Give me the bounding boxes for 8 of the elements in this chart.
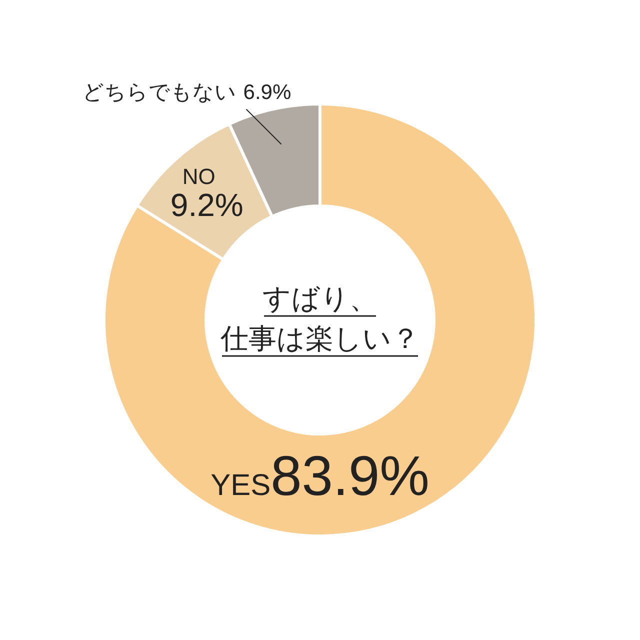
text: 仕事は楽しい？ [220,323,420,354]
slice-label: NO [182,164,216,190]
data-label: 9.2% [170,187,244,224]
slice-label: どちらでもない [82,81,236,104]
slice-label: YES [210,469,271,502]
data-label: 83.9% [270,444,430,507]
data-label: 6.9% [243,81,292,104]
text: すばり、 [262,283,378,314]
